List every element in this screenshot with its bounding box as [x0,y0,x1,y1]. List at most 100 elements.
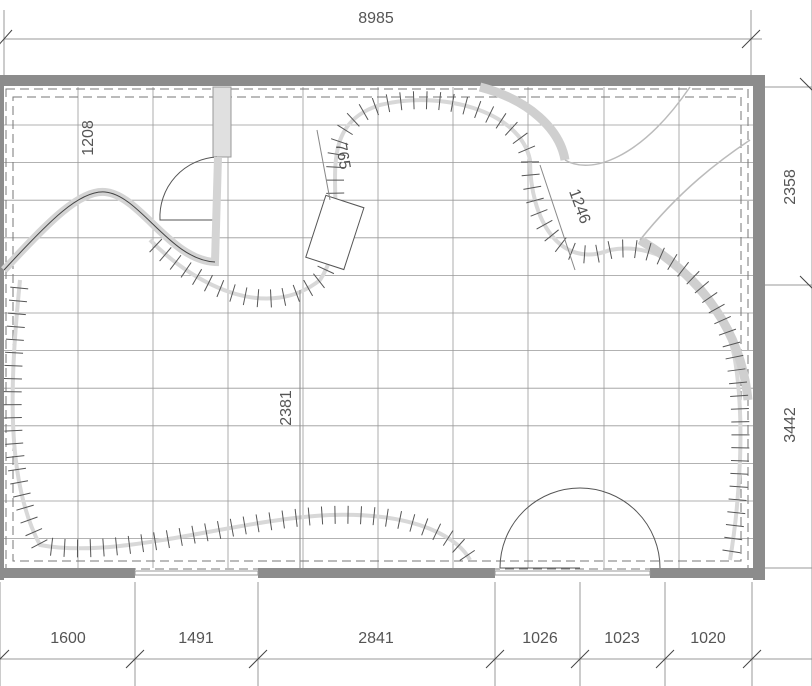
bench-slat [729,485,748,488]
dimension-tick [248,649,268,669]
bench-slat [50,537,54,556]
curved-walls [1,82,753,561]
bench-slat [140,534,145,553]
bench-slat [292,284,300,303]
bench-slat [204,523,209,542]
dimension-tick [125,649,145,669]
bench-slats [3,91,750,561]
interior-dimension-lines [299,129,576,568]
bench-slat [242,287,248,306]
bottom-dimension [0,582,812,686]
bench-slat [4,364,23,367]
bench-slat [31,539,48,549]
dim-1023: 1023 [604,630,640,647]
bench-slat [452,538,465,553]
bench-slat [728,498,747,502]
bench-slat [730,407,749,410]
bench-slat [724,536,743,541]
bench-slat [474,100,482,119]
bench-slat [385,94,391,113]
bench-slat [412,91,415,110]
wall-bottom-1 [0,568,135,578]
dimension-tick [570,649,590,669]
bench-slat [281,287,287,306]
window-1 [134,570,259,576]
bench-slat [330,138,349,145]
bench-slat [16,504,34,511]
display-box [305,194,365,271]
bench-slat [729,381,748,385]
bench-slat [153,532,157,551]
bench-slat [504,121,518,136]
dim-765: 765 [332,142,353,171]
wall-left [0,75,4,580]
bench-slat [127,535,131,554]
bench-slat [686,270,700,285]
bench-slat [3,377,22,380]
bench-slat [115,537,118,556]
wall-bottom-2 [258,568,495,578]
bench-slat [634,240,638,259]
bench-slat [180,262,192,278]
bench-slat [191,525,196,544]
door-swing [159,156,218,221]
bench-slat [397,511,402,529]
bench-slat [358,103,369,121]
dimension-tick [485,649,505,669]
bench-slat [268,512,273,531]
dim-1491: 1491 [178,630,214,647]
bench-slat [20,516,38,524]
bench-slat [8,299,28,303]
bench-slat [360,506,362,525]
bench-slat [3,416,22,419]
wall-top [0,75,765,86]
bench-slat [372,507,376,526]
bench-slat [229,284,236,302]
bench-slat [730,472,749,475]
bench-slat [149,238,163,253]
bench-slat [727,511,746,515]
bench-slat [229,518,234,537]
bench-slat [485,106,495,123]
bench-slat [217,521,222,539]
bench-slat [4,429,23,432]
bench-slat [523,185,542,190]
dim-1026: 1026 [522,630,558,647]
window-2 [494,570,651,576]
inner-boundary-dashed-2 [12,96,742,562]
bench-slat [178,527,183,546]
bench-slat [204,274,213,292]
bench-slat [708,303,725,314]
bench-slat [432,523,442,541]
bench-slat [165,530,170,549]
bench-slat [159,247,172,262]
bench-slat [102,538,105,557]
bench-slat [5,351,24,354]
bench-slat [7,312,26,316]
bench-slat [544,229,559,242]
bench-slat [6,325,25,328]
bench-slat [727,368,746,372]
dim-1246: 1246 [565,187,593,226]
bench-slat [303,279,314,297]
bench-slat [12,492,31,498]
bench-slat [536,219,553,230]
door-swing-2 [499,487,661,569]
bench-slat [645,242,652,261]
bench-slat [192,268,203,285]
bench-slat [216,280,225,298]
bench-slat [337,124,353,136]
bench-slat [8,467,27,472]
bench-slat [714,315,731,325]
bench-slat [512,132,528,145]
bench-slat [409,514,416,532]
bench-slat [438,92,442,111]
bench-slat [317,265,335,275]
bench-slat [425,91,428,110]
bench-slat [5,442,24,445]
dim-3442: 3442 [782,407,799,443]
bench-slat [725,524,744,528]
bench-slat [313,273,325,289]
